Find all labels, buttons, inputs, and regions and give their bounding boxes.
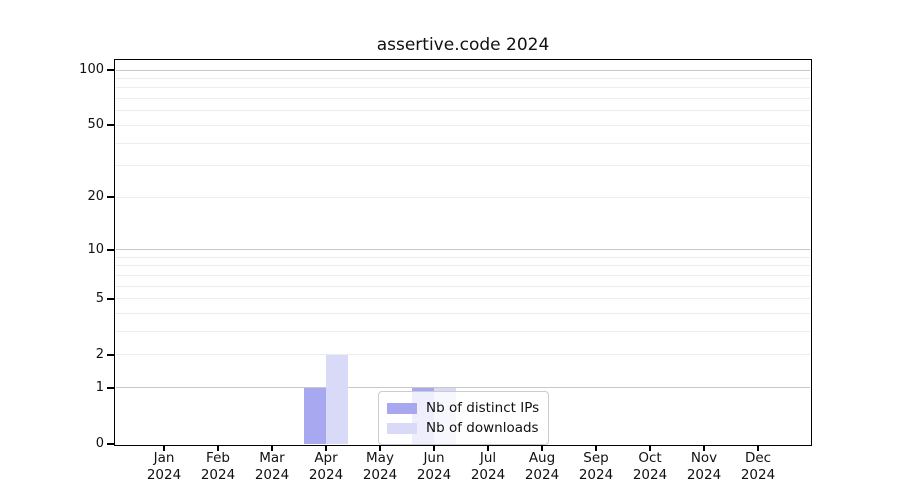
x-tick-mark	[379, 445, 381, 451]
x-tick-label-year: 2024	[524, 467, 560, 483]
y-tick-label: 50	[87, 117, 104, 133]
x-tick-label: Sep 2024	[564, 450, 628, 484]
x-tick-label-year: 2024	[686, 467, 722, 483]
x-tick-label-year: 2024	[578, 467, 614, 483]
y-tick-mark	[107, 386, 115, 389]
y-grid-line-minor	[116, 87, 810, 89]
x-tick-label-month: Oct	[638, 450, 662, 466]
y-grid-line-minor	[116, 256, 810, 258]
legend-label-distinct-ips: Nb of distinct IPs	[426, 400, 540, 416]
x-tick-label: Jan 2024	[132, 450, 196, 484]
x-tick-label-month: Dec	[744, 450, 772, 466]
y-grid-line-minor	[116, 165, 810, 167]
x-tick-label-month: Feb	[206, 450, 230, 466]
legend-item-distinct-ips: Nb of distinct IPs	[387, 398, 539, 418]
x-tick-label-month: Mar	[259, 450, 285, 466]
x-tick-mark	[595, 445, 597, 451]
x-tick-label-year: 2024	[146, 467, 182, 483]
y-tick-label: 10	[87, 241, 104, 257]
y-tick-mark	[107, 443, 115, 445]
y-grid-line-minor	[116, 265, 810, 267]
x-tick-label-month: May	[366, 450, 394, 466]
y-tick-mark	[107, 196, 115, 199]
x-tick-label-year: 2024	[470, 467, 506, 483]
y-tick-label: 100	[79, 62, 104, 77]
y-tick-mark	[107, 353, 115, 356]
legend-swatch-downloads	[387, 422, 417, 434]
x-tick-label-year: 2024	[740, 467, 776, 483]
y-grid-line-major	[116, 249, 810, 251]
chart-title: assertive.code 2024	[376, 35, 550, 55]
x-tick-label: Oct 2024	[618, 450, 682, 484]
x-tick-label: Dec 2024	[726, 450, 790, 484]
x-tick-label: Nov 2024	[672, 450, 736, 484]
y-grid-line-minor	[116, 313, 810, 315]
legend-label-downloads: Nb of downloads	[426, 420, 539, 436]
x-tick-mark	[757, 445, 759, 451]
x-tick-label-month: Jul	[479, 450, 497, 466]
x-tick-mark	[487, 445, 489, 451]
y-tick-label: 1	[95, 379, 104, 395]
x-tick-label-year: 2024	[308, 467, 344, 483]
x-tick-label-month: Apr	[314, 450, 338, 466]
legend-item-downloads: Nb of downloads	[387, 418, 539, 438]
x-tick-label: Mar 2024	[240, 450, 304, 484]
y-grid-line-major	[116, 69, 810, 71]
y-grid-line-minor	[116, 142, 810, 144]
bar-nb-of-downloads	[326, 354, 348, 444]
y-grid-line-minor	[116, 124, 810, 126]
y-grid-line-minor	[116, 331, 810, 333]
x-tick-label: Aug 2024	[510, 450, 574, 484]
x-tick-mark	[649, 445, 651, 451]
legend: Nb of distinct IPs Nb of downloads	[378, 391, 550, 445]
x-tick-label: Jun 2024	[402, 450, 466, 484]
x-tick-mark	[703, 445, 705, 451]
x-tick-label: May 2024	[348, 450, 412, 484]
y-grid-line-minor	[116, 285, 810, 287]
y-tick-mark	[107, 124, 115, 127]
y-grid-line-minor	[116, 110, 810, 112]
x-tick-label-month: Sep	[583, 450, 609, 466]
y-tick-mark	[107, 248, 115, 251]
bar-nb-of-distinct-ips	[304, 387, 326, 444]
x-tick-mark	[433, 445, 435, 451]
x-tick-label-year: 2024	[416, 467, 452, 483]
y-grid-line-minor	[116, 274, 810, 276]
x-tick-label: Apr 2024	[294, 450, 358, 484]
y-grid-line-minor	[116, 196, 810, 198]
y-tick-label: 20	[87, 189, 104, 205]
y-grid-line-minor	[116, 77, 810, 79]
y-tick-mark	[107, 297, 115, 300]
x-tick-label-month: Jun	[423, 450, 445, 466]
y-grid-line-minor	[116, 298, 810, 300]
x-tick-label: Jul 2024	[456, 450, 520, 484]
x-tick-label-year: 2024	[200, 467, 236, 483]
x-tick-label-year: 2024	[632, 467, 668, 483]
x-tick-mark	[217, 445, 219, 451]
x-tick-mark	[325, 445, 327, 451]
x-tick-label: Feb 2024	[186, 450, 250, 484]
x-tick-mark	[541, 445, 543, 451]
x-tick-label-month: Nov	[690, 450, 718, 466]
x-tick-mark	[163, 445, 165, 451]
y-grid-line-major	[116, 387, 810, 389]
y-grid-line-minor	[116, 354, 810, 356]
y-tick-mark	[107, 69, 115, 71]
x-tick-label-month: Jan	[153, 450, 175, 466]
x-tick-mark	[271, 445, 273, 451]
y-tick-label: 2	[95, 346, 104, 362]
y-tick-label: 5	[95, 290, 104, 306]
y-grid-line-minor	[116, 98, 810, 100]
x-tick-label-year: 2024	[362, 467, 398, 483]
legend-swatch-distinct-ips	[387, 402, 417, 414]
x-tick-label-year: 2024	[254, 467, 290, 483]
x-tick-label-month: Aug	[528, 450, 556, 466]
y-tick-label: 0	[95, 436, 104, 451]
